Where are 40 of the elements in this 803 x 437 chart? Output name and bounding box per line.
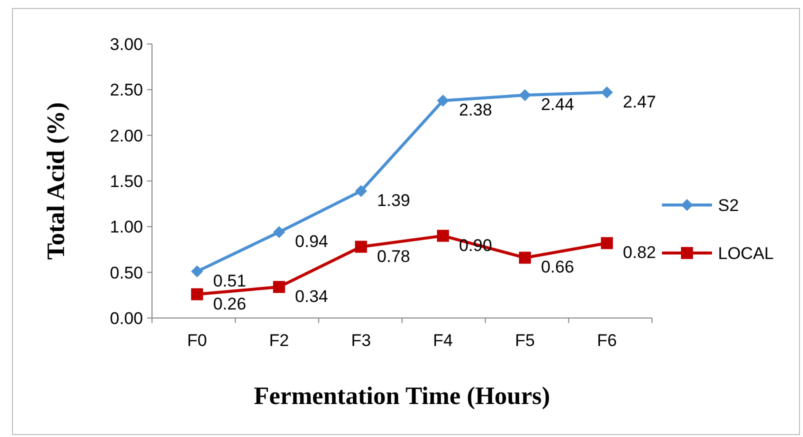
point xyxy=(518,252,531,264)
x-tick-label: F2 xyxy=(269,331,289,350)
legend-label: S2 xyxy=(718,196,739,215)
y-tick-label: 2.00 xyxy=(110,126,143,146)
y-tick-label: 1.00 xyxy=(110,218,143,237)
data-label: 0.78 xyxy=(377,246,410,266)
y-axis-title: Total Acid (%) xyxy=(43,102,70,260)
y-tick-label: 3.00 xyxy=(110,34,143,54)
y-tick-label: 1.50 xyxy=(110,172,143,191)
point xyxy=(191,288,204,300)
point xyxy=(518,89,531,102)
point xyxy=(273,280,286,293)
data-label: 2.38 xyxy=(458,100,492,120)
x-tick-label: F6 xyxy=(596,331,617,350)
x-tick-label: F5 xyxy=(515,331,535,350)
data-label: 1.39 xyxy=(377,191,410,210)
data-label: 0.94 xyxy=(295,232,328,252)
point xyxy=(436,230,449,242)
y-tick-label: 0.50 xyxy=(110,263,143,282)
point xyxy=(355,240,368,253)
x-tick-label: F3 xyxy=(351,331,371,350)
y-tick-label: 0.00 xyxy=(110,308,143,328)
x-axis-title: Fermentation Time (Hours) xyxy=(254,383,550,410)
data-label: 0.66 xyxy=(540,258,574,277)
data-label: 2.47 xyxy=(622,92,656,112)
x-tick-label: F4 xyxy=(433,331,453,350)
point xyxy=(600,237,613,250)
data-label: 0.26 xyxy=(213,294,246,314)
data-label: 0.34 xyxy=(295,286,328,306)
data-label: 0.82 xyxy=(622,243,656,262)
point xyxy=(191,265,204,278)
x-tick-label: F0 xyxy=(187,331,208,350)
point xyxy=(600,86,613,98)
legend-label: LOCAL xyxy=(718,244,774,263)
point xyxy=(436,94,449,107)
y-tick-label: 2.50 xyxy=(110,80,143,100)
point xyxy=(355,185,368,198)
data-label: 0.51 xyxy=(213,271,246,290)
point xyxy=(273,226,286,238)
data-label: 2.44 xyxy=(540,95,574,114)
